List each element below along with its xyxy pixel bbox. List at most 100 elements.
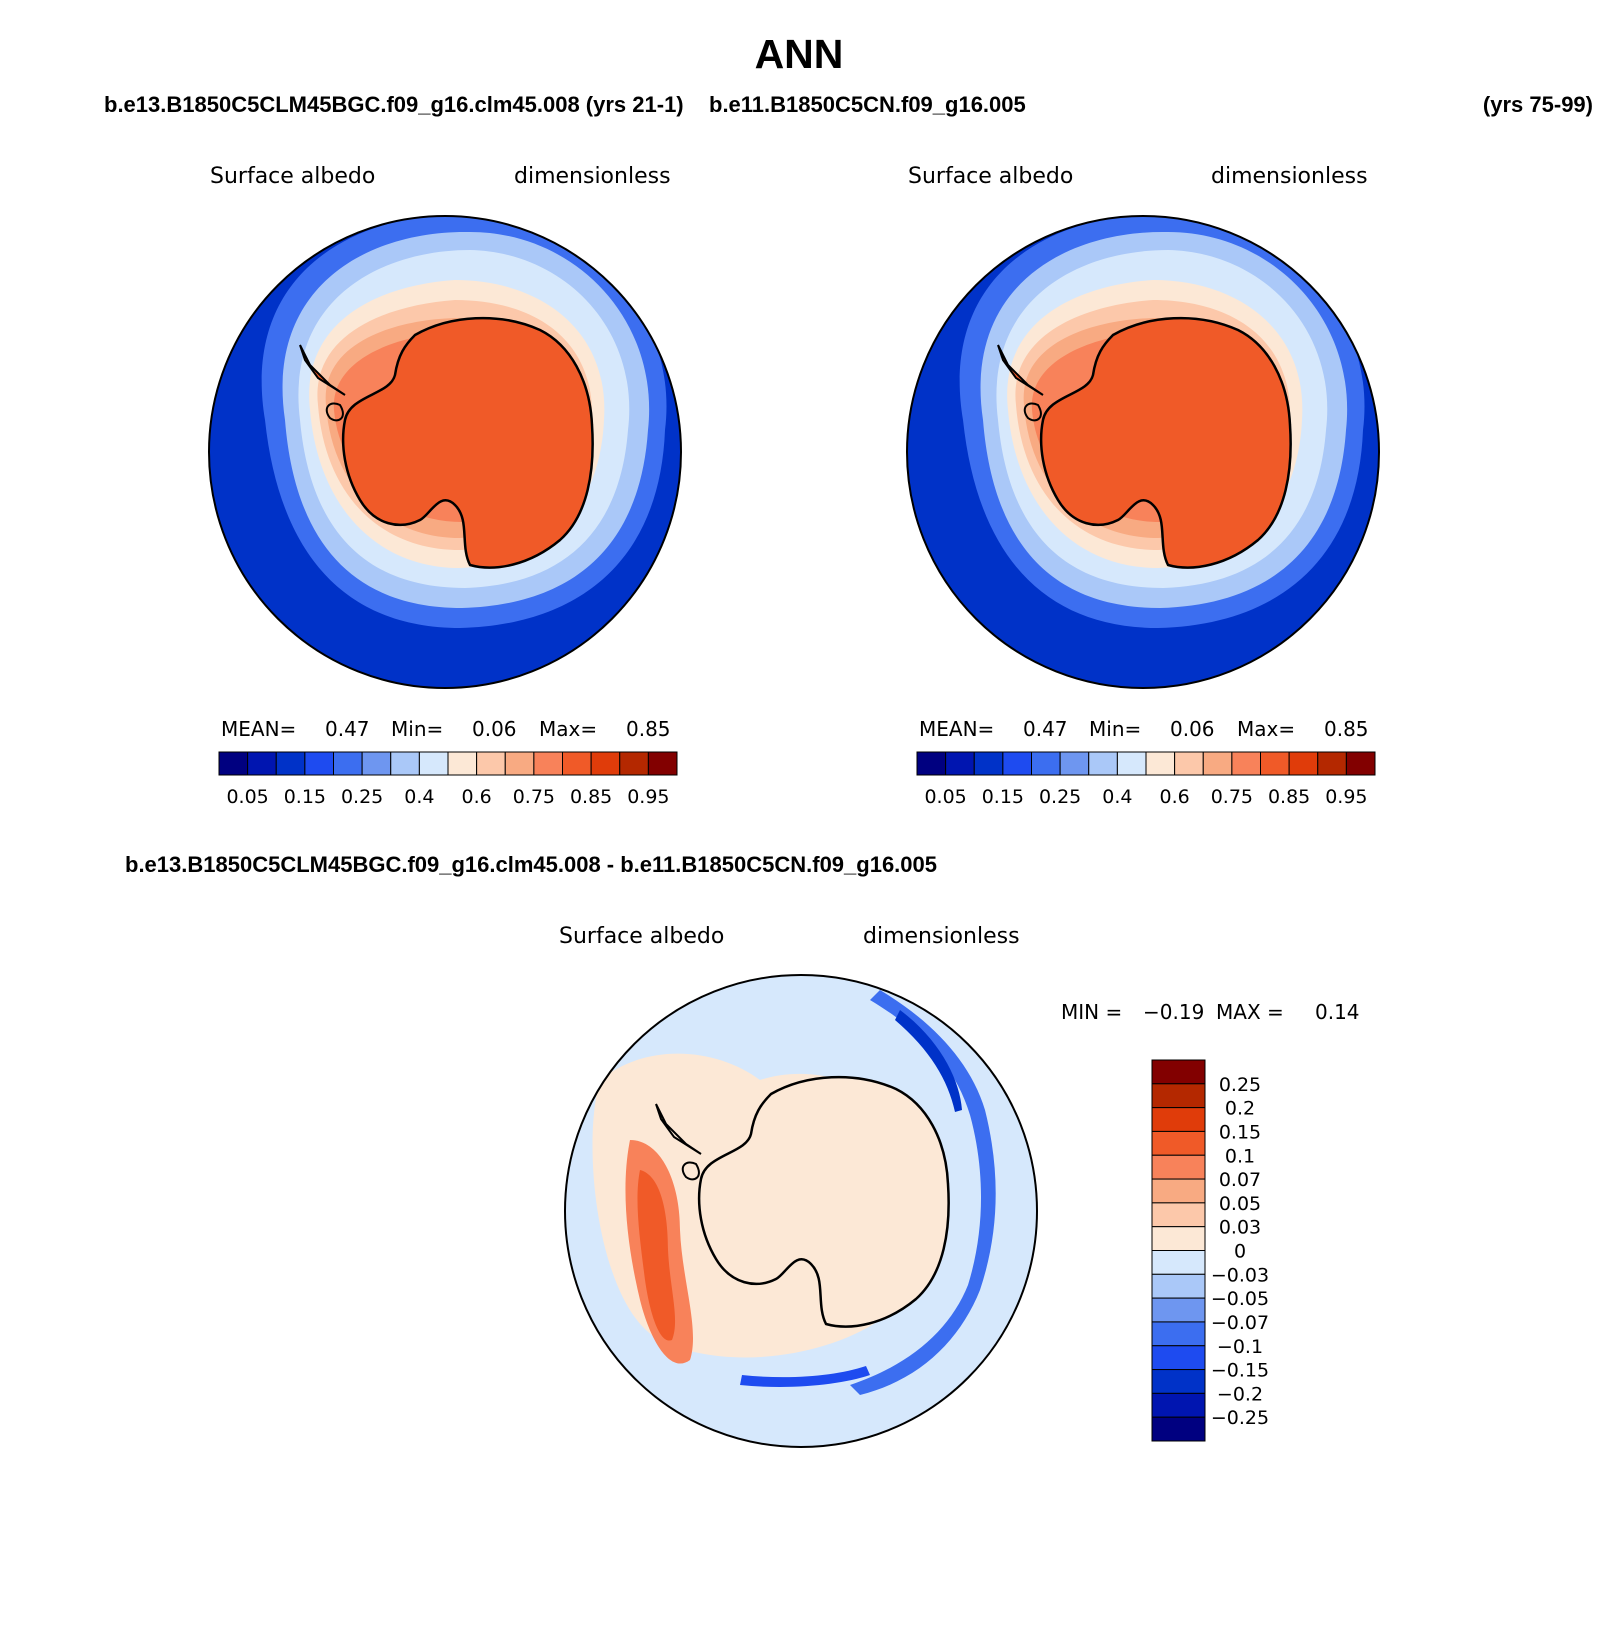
- panel1-max-label: Max=: [539, 717, 597, 741]
- diff-max-label: MAX =: [1216, 1000, 1284, 1024]
- panel2-colorbar-swatch: [1002, 751, 1032, 776]
- panel1-colorbar-swatch: [304, 751, 334, 776]
- panel2-colorbar-tick-label: 0.95: [1325, 786, 1367, 808]
- panel1-colorbar-swatch: [333, 751, 363, 776]
- panel1-colorbar-swatch: [476, 751, 506, 776]
- diff-colorbar-swatch: [1151, 1345, 1206, 1371]
- diff-colorbar-swatch: [1151, 1392, 1206, 1418]
- panel1-colorbar-swatch: [590, 751, 621, 776]
- diff-colorbar-tick-label: −0.2: [1217, 1383, 1263, 1405]
- diff-max-value: 0.14: [1315, 1000, 1360, 1024]
- panel2-colorbar-swatch: [1231, 751, 1261, 776]
- case2-title: b.e11.B1850C5CN.f09_g16.005: [709, 92, 1026, 117]
- diff-colorbar-tick-label: 0.2: [1225, 1098, 1255, 1120]
- panel2-colorbar-swatch: [1059, 751, 1090, 776]
- panel2-colorbar-swatch: [1145, 751, 1176, 776]
- panel1-colorbar-swatch: [619, 751, 649, 776]
- diff-min-value: −0.19: [1143, 1000, 1204, 1024]
- panel2-colorbar-tick-label: 0.75: [1211, 786, 1253, 808]
- diff-colorbar-swatch: [1151, 1202, 1206, 1228]
- diff-title: b.e13.B1850C5CLM45BGC.f09_g16.clm45.008 …: [125, 852, 937, 877]
- panel1-colorbar-tick-label: 0.95: [627, 786, 669, 808]
- panel1-mean-label: MEAN=: [221, 717, 296, 741]
- panel2-max-label: Max=: [1237, 717, 1295, 741]
- panel2-mean-label: MEAN=: [919, 717, 994, 741]
- main-title: ANN: [755, 31, 844, 77]
- diff-colorbar-tick-label: 0.07: [1219, 1169, 1261, 1191]
- panel2-colorbar-tick-label: 0.05: [924, 786, 966, 808]
- diff-colorbar-tick-label: −0.07: [1211, 1312, 1269, 1334]
- panel2-colorbar-tick-label: 0.85: [1268, 786, 1310, 808]
- panel2-colorbar-swatch: [1031, 751, 1061, 776]
- panel1-colorbar: 0.05 0.15 0.25 0.4 0.6 0.75 0.85 0.95: [218, 751, 678, 808]
- panel1-colorbar-swatch: [361, 751, 392, 776]
- diff-min-label: MIN =: [1061, 1000, 1122, 1024]
- panel1-min-value: 0.06: [472, 717, 517, 741]
- diff-map: [564, 974, 1038, 1448]
- diff-units-label: dimensionless: [863, 924, 1020, 949]
- diff-colorbar-swatch: [1151, 1154, 1206, 1180]
- panel1-colorbar-swatch: [390, 751, 420, 776]
- panel2-variable-label: Surface albedo: [908, 164, 1073, 189]
- diff-colorbar-tick-label: 0.1: [1225, 1145, 1255, 1167]
- diff-colorbar-tick-label: −0.15: [1211, 1360, 1269, 1382]
- panel2-colorbar-swatch: [1088, 751, 1118, 776]
- panel1-variable-label: Surface albedo: [210, 164, 375, 189]
- case1-title: b.e13.B1850C5CLM45BGC.f09_g16.clm45.008 …: [104, 92, 684, 117]
- panel1-colorbar-tick-label: 0.4: [404, 786, 434, 808]
- diff-colorbar-tick-label: −0.03: [1211, 1264, 1269, 1286]
- case2-years: (yrs 75-99): [1483, 92, 1593, 117]
- panel2-units-label: dimensionless: [1211, 164, 1368, 189]
- diff-colorbar-swatch: [1151, 1273, 1206, 1299]
- diff-variable-label: Surface albedo: [559, 924, 724, 949]
- diff-colorbar-swatch: [1151, 1059, 1206, 1085]
- panel1-colorbar-tick-label: 0.75: [513, 786, 555, 808]
- panel1-colorbar-swatch: [247, 751, 277, 776]
- panel1-colorbar-swatch: [418, 751, 449, 776]
- panel1-map: [208, 215, 682, 689]
- panel1-colorbar-tick-label: 0.85: [570, 786, 612, 808]
- panel2-colorbar-tick-label: 0.6: [1160, 786, 1190, 808]
- diff-colorbar-tick-label: −0.25: [1211, 1407, 1269, 1429]
- panel1-colorbar-swatch: [218, 751, 249, 776]
- diff-colorbar-tick-label: −0.05: [1211, 1288, 1269, 1310]
- panel1-colorbar-swatch: [275, 751, 306, 776]
- diff-colorbar-tick-label: −0.1: [1217, 1336, 1263, 1358]
- diff-colorbar-tick-label: 0.25: [1219, 1074, 1261, 1096]
- diff-colorbar-swatch: [1151, 1250, 1206, 1275]
- diff-colorbar-tick-label: 0.15: [1219, 1121, 1261, 1143]
- panel2-colorbar-swatch: [1345, 751, 1376, 776]
- panel1-max-value: 0.85: [626, 717, 671, 741]
- panel2-colorbar-swatch: [945, 751, 975, 776]
- panel2-colorbar-swatch: [1174, 751, 1204, 776]
- panel1-colorbar-swatch: [647, 751, 678, 776]
- panel2-min-label: Min=: [1089, 717, 1141, 741]
- diff-colorbar-swatch: [1151, 1107, 1206, 1132]
- panel2-colorbar-swatch: [1288, 751, 1319, 776]
- diff-colorbar-tick-label: 0.05: [1219, 1193, 1261, 1215]
- panel1-colorbar-swatch: [504, 751, 535, 776]
- diff-colorbar-swatch: [1151, 1130, 1206, 1156]
- panel2-colorbar-swatch: [1116, 751, 1147, 776]
- panel2-colorbar-swatch: [1202, 751, 1233, 776]
- panel1-colorbar-tick-label: 0.6: [462, 786, 492, 808]
- panel2-map: [906, 215, 1380, 689]
- panel2-max-value: 0.85: [1324, 717, 1369, 741]
- panel2-colorbar: 0.05 0.15 0.25 0.4 0.6 0.75 0.85 0.95: [916, 751, 1376, 808]
- diff-colorbar-swatch: [1151, 1369, 1206, 1394]
- panel2-mean-value: 0.47: [1023, 717, 1068, 741]
- panel1-colorbar-tick-label: 0.15: [284, 786, 326, 808]
- diff-colorbar-swatch: [1151, 1226, 1206, 1251]
- panel1-mean-value: 0.47: [325, 717, 370, 741]
- diff-colorbar-swatch: [1151, 1416, 1206, 1442]
- panel2-colorbar-tick-label: 0.4: [1102, 786, 1132, 808]
- diff-colorbar-tick-label: 0.03: [1219, 1217, 1261, 1239]
- diff-colorbar-tick-label: 0: [1234, 1241, 1246, 1263]
- panel2-colorbar-swatch: [1260, 751, 1290, 776]
- panel1-colorbar-tick-label: 0.25: [341, 786, 383, 808]
- diff-colorbar-swatch: [1151, 1083, 1206, 1109]
- diff-colorbar: 0.250.20.150.10.070.050.030−0.03−0.05−0.…: [1151, 1059, 1269, 1442]
- panel1-units-label: dimensionless: [514, 164, 671, 189]
- panel1-colorbar-swatch: [533, 751, 563, 776]
